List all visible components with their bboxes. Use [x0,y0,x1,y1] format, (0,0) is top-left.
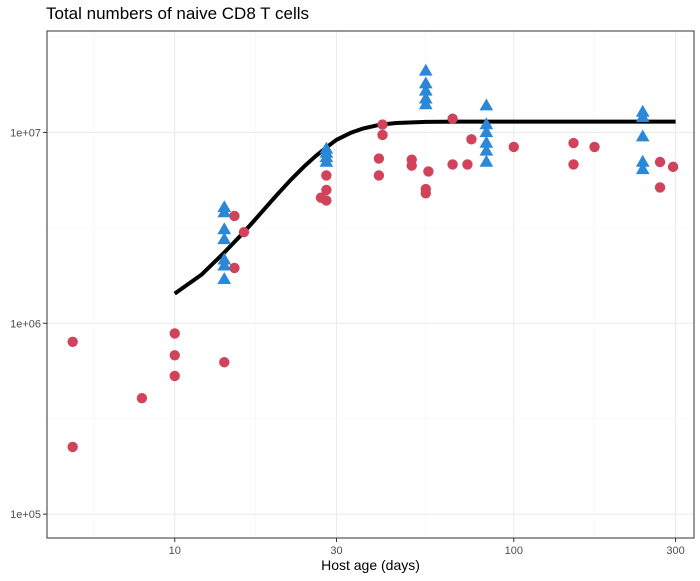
circle-data-point [654,182,666,193]
circle-data-point [508,141,519,153]
triangle-data-point [217,272,232,284]
triangle-data-point [418,76,433,89]
triangle-data-point [635,129,650,142]
triangle-data-point [418,83,433,96]
triangle-data-point [217,222,232,235]
circle-data-point [67,336,78,347]
circle-data-point [169,328,180,339]
panel-border [46,30,695,539]
triangle-data-point [418,63,433,76]
x-tick-label: 300 [666,545,684,557]
circle-data-point [568,137,579,149]
triangle-data-point [217,258,232,271]
circle-data-point [229,210,240,222]
triangle-data-point [635,154,650,167]
circle-data-point [169,350,180,361]
circle-data-point [447,159,458,170]
triangle-data-point [319,154,334,167]
y-tick-label: 1e+07 [10,127,41,139]
circle-data-point [238,227,250,238]
data-points [67,63,679,453]
circle-data-point [420,188,431,199]
circle-data-point [219,357,230,368]
circle-data-point [321,184,332,196]
triangle-data-point [479,143,494,156]
triangle-data-point [479,98,494,111]
circle-data-point [136,393,148,404]
circle-data-point [466,134,477,145]
x-tick-label: 30 [330,545,342,557]
x-tick-label: 10 [169,545,181,557]
circle-data-point [169,370,180,382]
circle-data-point [373,153,385,164]
grid-lines [47,31,694,538]
chart-title: Total numbers of naive CD8 T cells [46,4,309,23]
triangle-data-point [635,162,650,175]
circle-data-point [321,170,332,181]
x-tick-label: 100 [505,545,523,557]
y-tick-label: 1e+06 [10,318,41,330]
triangle-data-point [217,252,232,265]
circle-data-point [423,166,434,177]
triangle-data-point [418,97,433,110]
triangle-data-point [217,205,232,218]
circle-data-point [589,141,600,153]
triangle-data-point [479,154,494,167]
plot-panel [47,31,694,538]
triangle-data-point [479,135,494,148]
circle-data-point [377,129,388,141]
circle-data-point [406,160,417,171]
circle-data-point [447,113,458,124]
circle-data-point [667,161,679,173]
triangle-data-point [635,110,650,122]
circle-data-point [654,156,666,168]
triangle-data-point [479,125,494,138]
circle-data-point [568,159,579,170]
axes: 10 30 100 300 1e+05 1e+06 1e+07 [10,127,685,557]
y-tick-label: 1e+05 [10,509,41,521]
circle-data-point [321,195,332,206]
circle-data-point [373,170,385,181]
circle-data-point [462,159,473,170]
circle-data-point [377,119,388,130]
triangle-data-point [217,232,232,245]
triangle-data-point [479,117,494,130]
x-axis-label: Host age (days) [321,557,420,573]
circle-data-point [229,262,240,274]
circle-data-point [67,441,78,453]
